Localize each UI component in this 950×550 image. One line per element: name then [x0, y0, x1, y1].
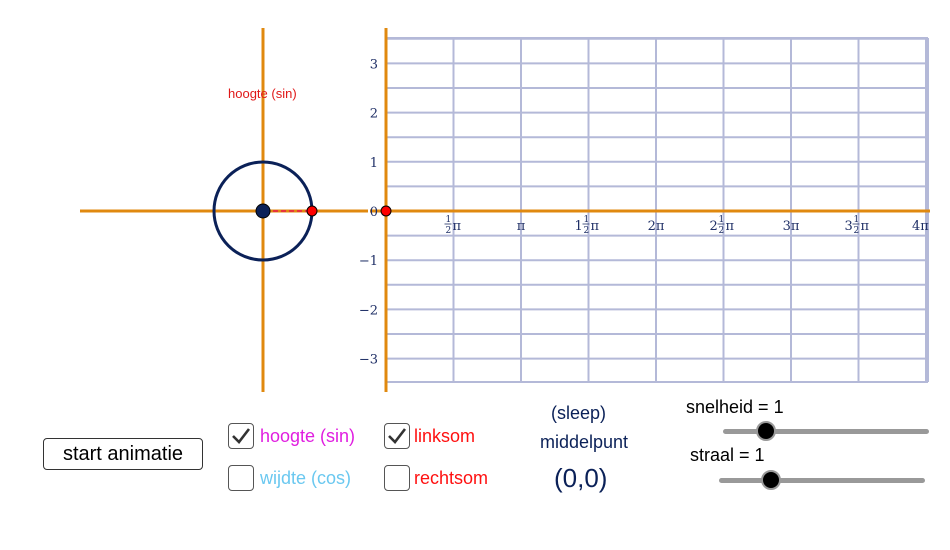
- radius-label: straal = 1: [690, 445, 765, 465]
- svg-text:2: 2: [854, 226, 860, 236]
- svg-text:2: 2: [710, 219, 718, 234]
- svg-text:2π: 2π: [648, 219, 665, 234]
- y-tick-label: −3: [359, 353, 378, 368]
- svg-text:4π: 4π: [912, 219, 929, 234]
- checkbox-hoogte-sin-label: hoogte (sin): [260, 425, 356, 446]
- svg-text:1: 1: [719, 215, 725, 225]
- svg-text:1: 1: [584, 215, 590, 225]
- checkbox-rechtsom-label: rechtsom: [414, 467, 489, 488]
- checkbox-rechtsom-box[interactable]: [384, 465, 410, 491]
- center-coordinates: (0,0): [554, 463, 608, 493]
- x-tick-label: 1 12 π: [575, 215, 600, 236]
- y-tick-label: 3: [370, 57, 378, 72]
- x-tick-label: 3π: [783, 219, 800, 234]
- unit-circle-sin-label: hoogte (sin): [228, 86, 297, 101]
- speed-label: snelheid = 1: [686, 397, 784, 417]
- y-tick-label: 0: [370, 205, 378, 220]
- svg-text:π: π: [861, 219, 870, 234]
- checkbox-linksom-box[interactable]: [384, 423, 410, 449]
- checkbox-rechtsom[interactable]: rechtsom: [384, 465, 488, 491]
- svg-text:1: 1: [446, 215, 452, 225]
- x-tick-label: 3 12 π: [845, 215, 870, 236]
- x-tick-label: 2 12 π: [710, 215, 735, 236]
- y-tick-label: −2: [359, 303, 378, 318]
- svg-text:3π: 3π: [783, 219, 800, 234]
- y-tick-label: −1: [359, 254, 378, 269]
- svg-text:π: π: [453, 219, 462, 234]
- svg-text:π: π: [726, 219, 735, 234]
- svg-text:2: 2: [584, 226, 590, 236]
- center-label: middelpunt: [540, 432, 629, 452]
- center-point[interactable]: [255, 203, 271, 219]
- x-tick-labels: 12 π π 1 12 π 2π 2 12 π 3π 3 12 π 4π: [444, 215, 929, 236]
- x-tick-label: 12 π: [444, 215, 462, 236]
- checkmark-icon: [388, 428, 407, 444]
- y-tick-label: 1: [370, 156, 378, 171]
- speed-slider[interactable]: [723, 429, 929, 434]
- start-animation-button[interactable]: start animatie: [43, 438, 203, 470]
- checkbox-hoogte-sin[interactable]: hoogte (sin): [228, 423, 355, 449]
- rotating-point[interactable]: [306, 205, 318, 217]
- x-tick-label: 2π: [648, 219, 665, 234]
- checkbox-linksom[interactable]: linksom: [384, 423, 475, 449]
- svg-text:2: 2: [446, 226, 452, 236]
- svg-text:3: 3: [845, 219, 853, 234]
- x-tick-label: π: [517, 219, 526, 234]
- checkmark-icon: [232, 428, 251, 444]
- x-tick-label: 4π: [912, 219, 929, 234]
- radius-slider[interactable]: [719, 478, 925, 483]
- svg-text:1: 1: [575, 219, 583, 234]
- svg-text:1: 1: [854, 215, 860, 225]
- speed-slider-knob[interactable]: [756, 421, 776, 441]
- svg-text:π: π: [591, 219, 600, 234]
- svg-text:2: 2: [719, 226, 725, 236]
- y-tick-label: 2: [370, 107, 378, 122]
- checkbox-wijdte-cos-box[interactable]: [228, 465, 254, 491]
- radius-slider-knob[interactable]: [761, 470, 781, 490]
- svg-text:π: π: [517, 219, 526, 234]
- graph-trace-point[interactable]: [380, 205, 392, 217]
- drag-hint: (sleep): [551, 403, 607, 423]
- checkbox-wijdte-cos[interactable]: wijdte (cos): [228, 465, 351, 491]
- checkbox-wijdte-cos-label: wijdte (cos): [260, 467, 352, 488]
- checkbox-linksom-label: linksom: [414, 425, 476, 446]
- checkbox-hoogte-sin-box[interactable]: [228, 423, 254, 449]
- y-tick-labels: 3 2 1 0 −1 −2 −3: [359, 57, 378, 367]
